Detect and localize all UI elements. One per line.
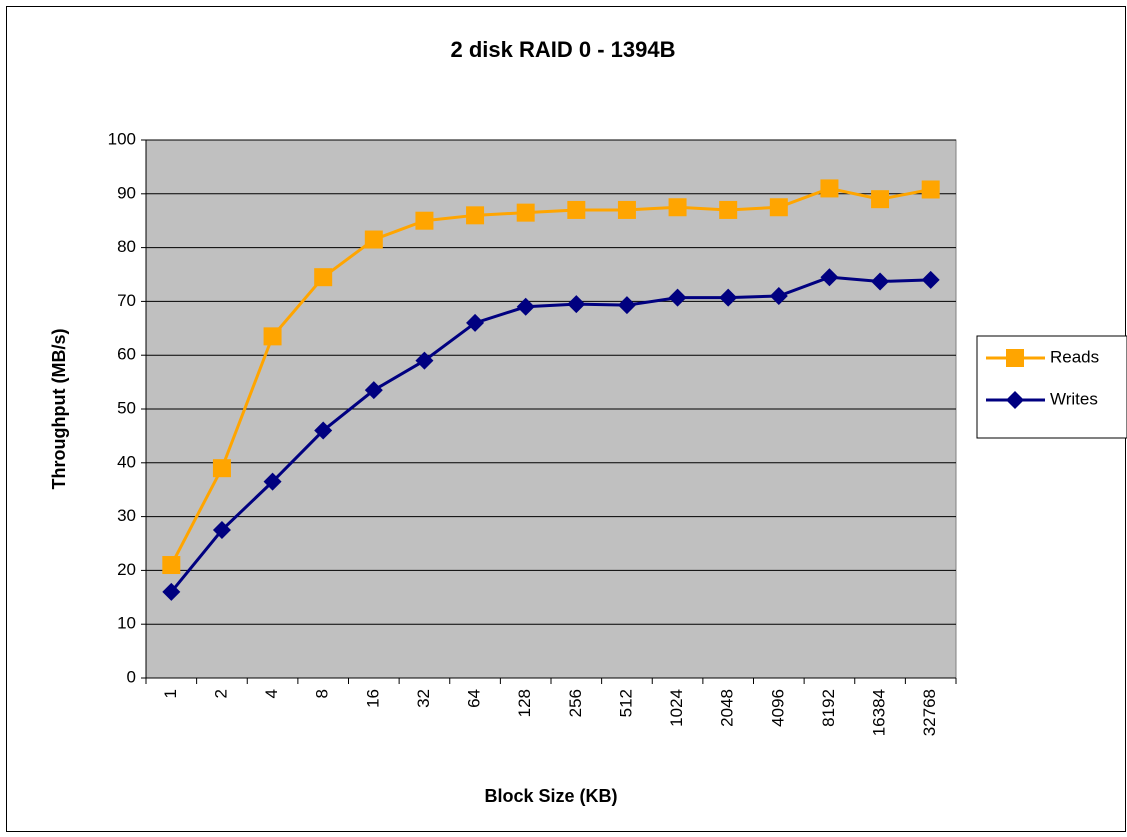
x-tick-label: 1 xyxy=(161,689,180,698)
data-point xyxy=(617,296,636,315)
x-tick-label: 4 xyxy=(262,689,281,698)
data-point xyxy=(516,203,535,222)
chart-title: 2 disk RAID 0 - 1394B xyxy=(451,37,676,62)
data-point xyxy=(263,327,282,346)
x-tick-label: 1024 xyxy=(667,689,686,727)
x-tick-label: 8192 xyxy=(819,689,838,727)
series-line xyxy=(170,275,931,593)
data-point xyxy=(212,521,231,540)
x-tick-label: 128 xyxy=(515,689,534,717)
data-point xyxy=(820,268,839,287)
series-line xyxy=(169,186,931,566)
data-point xyxy=(617,200,636,219)
x-tick-label: 2 xyxy=(211,689,230,698)
data-point xyxy=(314,421,333,440)
data-point xyxy=(516,297,535,316)
y-tick-label: 90 xyxy=(117,183,136,202)
legend-marker xyxy=(1006,391,1024,409)
data-point xyxy=(415,351,434,370)
legend-label: Reads xyxy=(1050,347,1099,366)
x-tick-label: 4096 xyxy=(768,689,787,727)
y-tick-label: 30 xyxy=(117,506,136,525)
y-tick-label: 0 xyxy=(127,667,136,686)
y-axis-label: Throughput (MB/s) xyxy=(49,329,69,490)
data-point xyxy=(263,472,282,491)
x-tick-label: 512 xyxy=(616,689,635,717)
y-tick-label: 100 xyxy=(108,129,136,148)
data-point xyxy=(871,190,890,209)
y-tick-label: 70 xyxy=(117,291,136,310)
y-tick-label: 50 xyxy=(117,398,136,417)
data-point xyxy=(364,381,383,400)
x-tick-label: 256 xyxy=(566,689,585,717)
data-point xyxy=(212,459,231,478)
data-point xyxy=(719,288,738,307)
data-point xyxy=(668,198,687,217)
x-tick-label: 32768 xyxy=(920,689,939,736)
data-point xyxy=(719,200,738,219)
y-tick-label: 40 xyxy=(117,452,136,471)
data-point xyxy=(415,211,434,230)
data-point xyxy=(162,582,181,601)
legend-label: Writes xyxy=(1050,389,1098,408)
x-tick-label: 2048 xyxy=(718,689,737,727)
legend-box xyxy=(976,335,1127,439)
x-axis-label: Block Size (KB) xyxy=(484,786,617,806)
x-tick-label: 64 xyxy=(465,689,484,708)
y-tick-label: 10 xyxy=(117,614,136,633)
data-point xyxy=(769,198,788,217)
legend-marker xyxy=(1006,349,1024,367)
y-tick-label: 60 xyxy=(117,345,136,364)
data-point xyxy=(668,288,687,307)
data-point xyxy=(364,230,383,249)
data-point xyxy=(567,295,586,314)
data-point xyxy=(769,287,788,306)
x-tick-label: 32 xyxy=(414,689,433,708)
data-point xyxy=(466,206,485,225)
data-point xyxy=(921,270,940,289)
data-point xyxy=(921,180,940,199)
data-point xyxy=(567,200,586,219)
data-point xyxy=(871,272,890,291)
data-point xyxy=(314,268,333,287)
y-tick-label: 80 xyxy=(117,237,136,256)
x-tick-label: 8 xyxy=(313,689,332,698)
x-tick-label: 16384 xyxy=(870,689,889,736)
x-tick-label: 16 xyxy=(363,689,382,708)
data-point xyxy=(162,556,181,575)
y-tick-label: 20 xyxy=(117,560,136,579)
data-point xyxy=(820,179,839,198)
data-point xyxy=(466,313,485,332)
